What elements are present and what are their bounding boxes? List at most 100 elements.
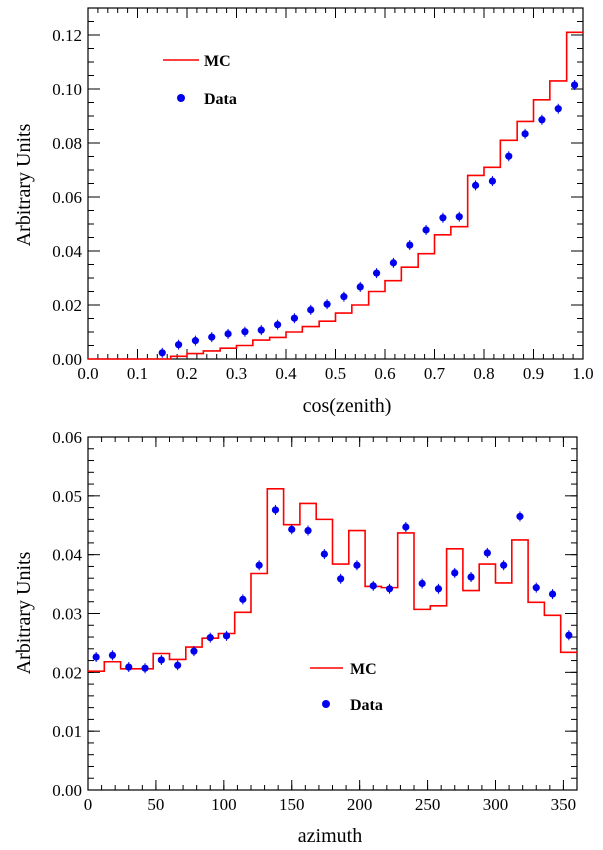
chart1-y-tick-label: 0.04	[52, 546, 82, 565]
chart1-data-point	[109, 652, 116, 659]
chart0-data-point	[538, 116, 545, 123]
chart1-y-tick-label: 0.00	[52, 781, 82, 800]
chart0-y-tick-label: 0.10	[52, 80, 82, 99]
chart1-data-point	[239, 596, 246, 603]
chart1-data-point	[207, 634, 214, 641]
chart1-x-tick-label: 100	[211, 795, 237, 814]
chart0-x-axis-title: cos(zenith)	[303, 395, 392, 417]
chart0-x-tick-label: 0.4	[275, 364, 297, 383]
chart0-y-tick-label: 0.04	[52, 242, 82, 261]
chart0-x-tick-label: 0.2	[176, 364, 197, 383]
chart0-data-point	[521, 130, 528, 137]
chart1-x-tick-label: 50	[147, 795, 164, 814]
chart0-data-point	[505, 153, 512, 160]
chart1-x-tick-label: 200	[347, 795, 373, 814]
chart0-plot-frame	[88, 8, 583, 359]
chart1-data-point	[223, 632, 230, 639]
chart0-data-point	[472, 182, 479, 189]
chart0-data-point	[422, 226, 429, 233]
chart1-data-point	[353, 562, 360, 569]
chart1-data-point	[435, 585, 442, 592]
chart1-data-point	[272, 506, 279, 513]
chart1-x-tick-label: 350	[551, 795, 577, 814]
chart1-data-point	[484, 549, 491, 556]
chart1-data-point	[304, 527, 311, 534]
chart1-data-point	[516, 513, 523, 520]
chart1-data-point	[93, 653, 100, 660]
chart0-legend-mc-label: MC	[204, 53, 231, 70]
chart1-data-point	[125, 663, 132, 670]
chart0-y-tick-label: 0.08	[52, 134, 82, 153]
chart1-x-tick-label: 0	[84, 795, 93, 814]
chart0-data-point	[307, 306, 314, 313]
chart1-data-point	[402, 523, 409, 530]
chart0-data-point	[159, 349, 166, 356]
chart0-y-tick-label: 0.00	[52, 350, 82, 369]
chart1-data-point	[533, 584, 540, 591]
chart0-data-point	[489, 177, 496, 184]
chart0-data-point	[323, 301, 330, 308]
chart1-x-tick-label: 300	[483, 795, 509, 814]
chart1-data-point	[467, 573, 474, 580]
chart0-data-point	[406, 241, 413, 248]
chart0-data-point	[357, 283, 364, 290]
chart0-data-point	[390, 259, 397, 266]
chart1-data-point	[288, 526, 295, 533]
chart1-data-point	[500, 562, 507, 569]
chart0-x-tick-label: 0.1	[127, 364, 148, 383]
chart1-y-tick-label: 0.03	[52, 605, 82, 624]
chart0-data-point	[571, 81, 578, 88]
chart1-data-point	[451, 569, 458, 576]
chart1-legend-data-swatch	[322, 700, 330, 708]
chart1-y-tick-label: 0.06	[52, 428, 82, 447]
chart1-y-tick-label: 0.05	[52, 487, 82, 506]
chart1-data-point	[158, 656, 165, 663]
chart0-data-point	[258, 327, 265, 334]
chart1-data-point	[370, 582, 377, 589]
chart0-data-point	[241, 328, 248, 335]
chart0-x-tick-label: 0.5	[325, 364, 346, 383]
chart1-x-axis-title: azimuth	[298, 825, 362, 847]
chart0-panel: 0.0 0.1 0.2 0.3 0.4 0.5 0.6 0.7 0.8 0.9 1.0 0.00 0.0…	[13, 8, 594, 417]
chart1-y-tick-label: 0.02	[52, 663, 82, 682]
chart0-y-tick-label: 0.06	[52, 188, 82, 207]
chart1-x-tick-label: 250	[415, 795, 441, 814]
chart1-data-point	[141, 665, 148, 672]
chart0-y-tick-label: 0.02	[52, 296, 82, 315]
chart0-data-point	[439, 214, 446, 221]
chart1-data-point	[419, 580, 426, 587]
chart1-legend: MC Data	[310, 661, 383, 714]
chart0-legend-data-swatch	[177, 94, 185, 102]
chart1-y-axis-title: Arbitrary Units	[13, 551, 35, 674]
chart0-x-tick-label: 0.7	[424, 364, 446, 383]
chart0-legend-data-label: Data	[204, 91, 237, 108]
chart1-x-tick-label: 150	[279, 795, 305, 814]
chart0-legend: MC Data	[163, 53, 237, 108]
chart0-data-point	[340, 293, 347, 300]
chart0-x-tick-label: 0.8	[473, 364, 494, 383]
chart1-y-tick-label: 0.01	[52, 722, 82, 741]
chart1-plot-frame	[88, 437, 577, 790]
chart1-data-point	[337, 575, 344, 582]
chart0-data-point	[208, 334, 215, 341]
chart0-y-axis-title: Arbitrary Units	[13, 123, 35, 246]
chart1-data-point	[565, 632, 572, 639]
chart0-data-point	[224, 330, 231, 337]
chart0-x-tick-label: 0.6	[374, 364, 395, 383]
chart1-legend-data-label: Data	[350, 697, 383, 714]
chart1-panel: 0 50 100 150 200 250 300 350 0.00 0.01 0.02 0.03 0.0…	[13, 428, 577, 847]
chart1-data-point	[174, 662, 181, 669]
chart1-data-point	[386, 585, 393, 592]
chart1-data-point	[549, 590, 556, 597]
chart1-data-point	[256, 562, 263, 569]
chart1-data-point	[321, 550, 328, 557]
chart1-series-mc-line	[88, 489, 577, 671]
chart0-data-point	[555, 105, 562, 112]
chart0-data-point	[274, 321, 281, 328]
chart0-x-tick-label: 0.3	[226, 364, 247, 383]
chart0-y-tick-label: 0.12	[52, 26, 82, 45]
chart0-x-tick-label: 0.9	[523, 364, 544, 383]
chart1-legend-mc-label: MC	[350, 661, 377, 678]
chart1-data-point	[190, 648, 197, 655]
